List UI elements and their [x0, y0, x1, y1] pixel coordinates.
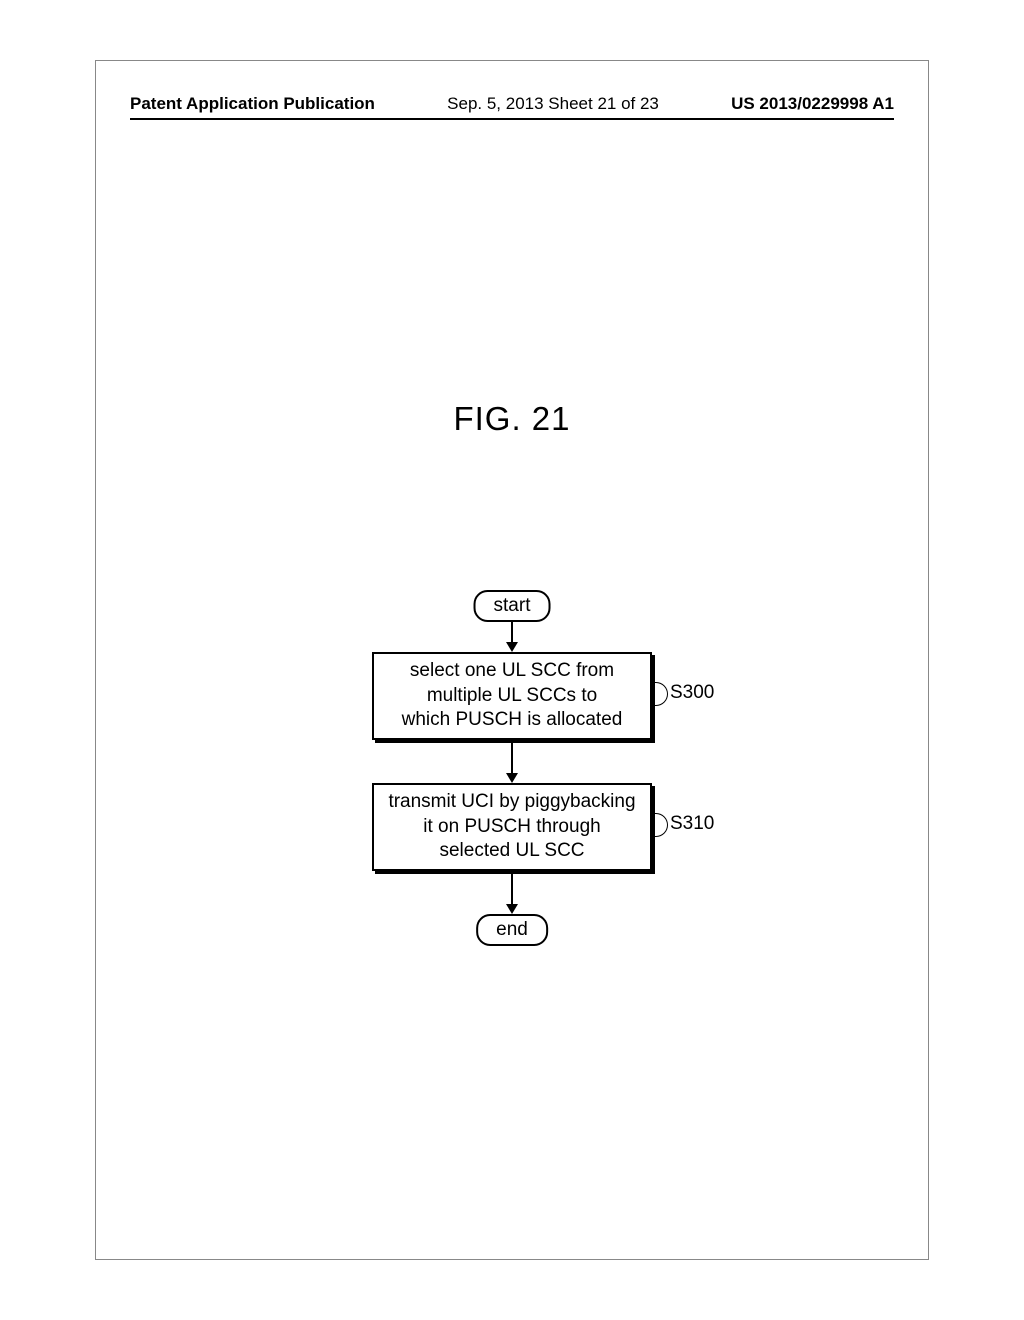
end-terminal: end — [476, 914, 548, 946]
process-1-line-3: which PUSCH is allocated — [374, 708, 650, 733]
arrow-3-head — [506, 904, 518, 914]
process-1: select one UL SCC from multiple UL SCCs … — [372, 652, 652, 740]
arrow-2-line — [511, 743, 513, 775]
process-1-label: S300 — [670, 682, 714, 704]
arrow-1-head — [506, 642, 518, 652]
process-1-line-1: select one UL SCC from — [374, 659, 650, 684]
process-2-label: S310 — [670, 813, 714, 835]
process-2: transmit UCI by piggybacking it on PUSCH… — [372, 783, 652, 871]
process-2-line-1: transmit UCI by piggybacking — [374, 790, 650, 815]
process-1-box: select one UL SCC from multiple UL SCCs … — [372, 652, 652, 740]
process-2-line-2: it on PUSCH through — [374, 815, 650, 840]
process-1-line-2: multiple UL SCCs to — [374, 684, 650, 709]
figure-title: FIG. 21 — [0, 400, 1024, 438]
start-terminal: start — [474, 590, 551, 622]
publication-label: Patent Application Publication — [130, 94, 375, 114]
arrow-2-head — [506, 773, 518, 783]
process-2-line-3: selected UL SCC — [374, 839, 650, 864]
page-header: Patent Application Publication Sep. 5, 2… — [0, 94, 1024, 114]
arrow-1-line — [511, 620, 513, 644]
date-sheet-label: Sep. 5, 2013 Sheet 21 of 23 — [447, 94, 659, 114]
publication-number: US 2013/0229998 A1 — [731, 94, 894, 114]
arrow-3-line — [511, 874, 513, 906]
header-divider — [130, 118, 894, 120]
process-2-box: transmit UCI by piggybacking it on PUSCH… — [372, 783, 652, 871]
